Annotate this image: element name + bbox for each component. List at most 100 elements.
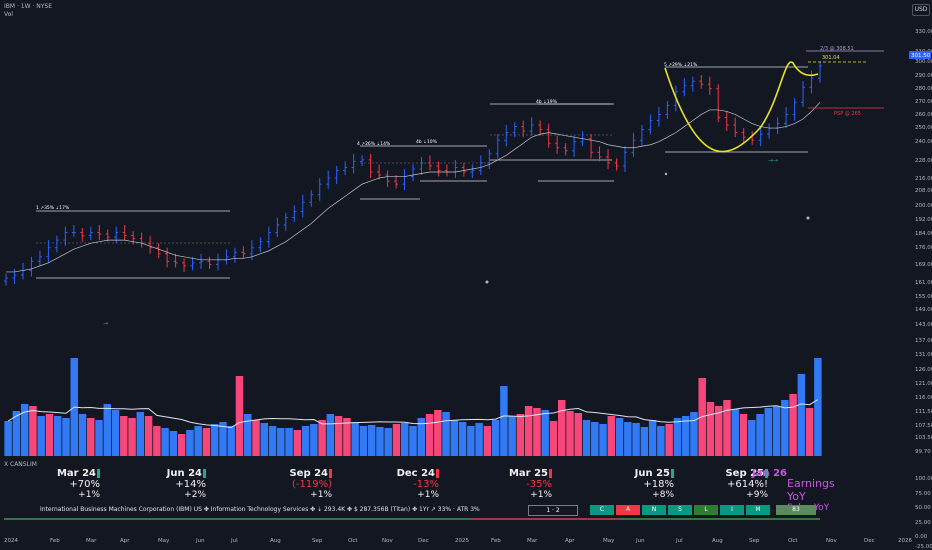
candle (4, 273, 8, 286)
candle (419, 156, 424, 176)
price-axis-label: 126.00 (915, 367, 932, 373)
price-level-label: 301.04 (822, 55, 840, 61)
candle (360, 155, 365, 166)
volume-bar (797, 374, 806, 456)
price-axis-label: 184.00 (915, 231, 932, 237)
volume-bar (334, 416, 343, 456)
time-axis-label: 2024 (4, 538, 18, 544)
volume-bar (277, 428, 285, 456)
candle (156, 243, 161, 259)
price-axis-label: 155.00 (915, 294, 932, 300)
volume-bar (95, 420, 103, 456)
price-axis-label: 103.50 (915, 435, 932, 441)
candle (818, 61, 822, 83)
volume-bar (310, 424, 318, 456)
quarter-indicator (436, 468, 439, 478)
canslim-letter-a: A (616, 505, 640, 515)
volume-bar (120, 416, 128, 456)
volume-bar (78, 414, 87, 456)
volume-bar (450, 420, 459, 456)
candle (716, 84, 721, 123)
candle (351, 153, 356, 174)
eps-growth: +70% (69, 479, 100, 490)
volume-bar (483, 426, 492, 456)
volume-bar (764, 408, 773, 456)
price-axis-label: 208.00 (915, 188, 932, 194)
earnings-yoy-label: Earnings YoY (787, 477, 835, 503)
candle (317, 178, 322, 201)
candle (427, 155, 432, 171)
candle (292, 205, 297, 222)
volume-bar (690, 412, 698, 456)
candle (436, 161, 441, 177)
candle (741, 128, 746, 144)
candle (97, 225, 102, 241)
candle (199, 253, 204, 269)
candle (266, 226, 271, 248)
score-box: 1 · 2 (528, 505, 578, 516)
arrow-marker: →→ (768, 157, 778, 164)
candle (29, 256, 34, 277)
candle (232, 247, 237, 263)
time-axis-label: Aug (712, 538, 723, 544)
volume-bar (227, 426, 235, 456)
volume-bar (673, 418, 682, 456)
volume-bar (202, 428, 211, 456)
time-axis-label: Aug (270, 538, 281, 544)
candle (690, 76, 695, 92)
moving-average-line (6, 102, 821, 273)
volume-bar (62, 418, 70, 456)
volume-average-line (7, 399, 819, 429)
cup-handle-curve (664, 61, 819, 153)
time-axis-label: Dec (864, 538, 875, 544)
price-axis-label: 330.00 (915, 29, 932, 35)
candle (614, 158, 619, 171)
volume-bar (359, 426, 368, 456)
candle (88, 226, 93, 241)
indicator-title: X CANSLIM (4, 461, 37, 468)
earnings-quarter-column: Sep 25 +614%! +9% (698, 468, 768, 500)
candle (385, 170, 390, 188)
volume-bar (260, 423, 269, 456)
candle (275, 217, 280, 238)
candle (597, 146, 602, 162)
currency-button[interactable]: USD (912, 4, 930, 16)
price-axis-label: 131.00 (915, 352, 932, 358)
volume-bar (343, 418, 351, 456)
price-axis-label: 192.00 (915, 217, 932, 223)
next-earnings-quarter: Jan 26 (752, 468, 787, 479)
candle (504, 125, 509, 147)
time-axis-label: Mar (527, 538, 538, 544)
earnings-quarter-column: Mar 24 +70% +1% (30, 468, 100, 500)
volume-bar (153, 426, 161, 456)
candle (733, 117, 738, 138)
time-axis-label: Mar (86, 538, 97, 544)
base-boxes (36, 66, 808, 279)
candle (487, 149, 492, 169)
volume-bar (458, 422, 467, 456)
time-axis-label: Jun (196, 538, 205, 544)
candle (572, 135, 577, 157)
candle (639, 125, 644, 147)
price-axis-label: 111.50 (915, 409, 932, 415)
volume-bar (144, 416, 153, 456)
quarter-label: Sep 25 (698, 468, 768, 479)
candle (283, 212, 288, 232)
volume-bar (409, 426, 417, 456)
candle (182, 258, 187, 272)
volume-bar (169, 431, 178, 456)
candle (241, 246, 246, 259)
time-axis-label: Nov (826, 538, 837, 544)
indicator-axis-label: 0.00 (915, 534, 928, 540)
volume-bar (640, 427, 649, 456)
candle (758, 126, 763, 147)
volume-bar (351, 422, 359, 456)
volume-bar (491, 420, 500, 456)
company-info-line: International Business Machines Corporat… (40, 506, 480, 513)
volume-bar (29, 406, 37, 456)
candle (258, 237, 263, 253)
volume-bar (219, 422, 227, 456)
volume-bar (37, 416, 45, 456)
quarter-indicator (203, 468, 206, 478)
